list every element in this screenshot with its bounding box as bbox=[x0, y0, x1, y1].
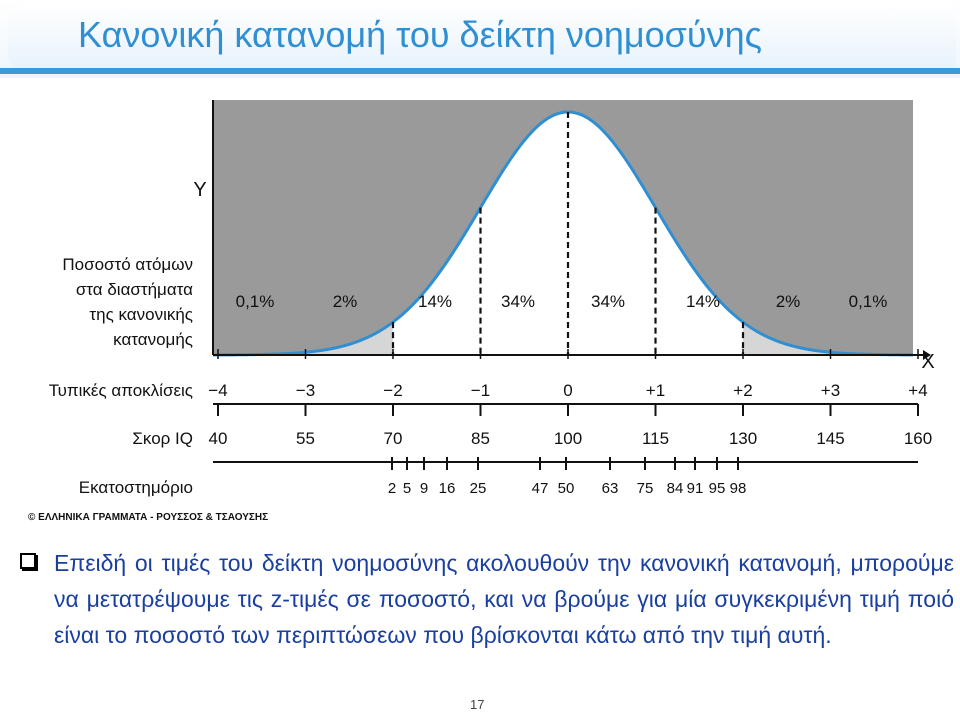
normal-curve bbox=[212, 110, 914, 357]
iq-tick-label: 40 bbox=[209, 429, 228, 448]
std-dev-label: Τυπικές αποκλίσεις bbox=[49, 381, 193, 400]
interval-percentage: 14% bbox=[686, 292, 720, 311]
percentile-tick-label: 5 bbox=[403, 480, 411, 497]
iq-tick-label: 85 bbox=[471, 429, 490, 448]
right-tail-shade bbox=[743, 322, 831, 355]
iq-tick-label: 145 bbox=[816, 429, 844, 448]
page-number: 17 bbox=[470, 697, 485, 712]
region-label-line: της κανονικής bbox=[89, 305, 193, 324]
figure-svg: Υ Χ Ποσοστό ατόμων στα διαστήματα της κανονι… bbox=[49, 100, 935, 497]
title-bar-fill bbox=[8, 4, 956, 72]
normal-distribution-figure: Υ Χ Ποσοστό ατόμων στα διαστήματα της κανονι… bbox=[15, 78, 953, 532]
title-bar bbox=[0, 0, 960, 78]
percentile-tick-label: 75 bbox=[637, 480, 654, 497]
iq-tick-label: 130 bbox=[729, 429, 757, 448]
std-dev-tick-label: −4 bbox=[208, 381, 227, 400]
interval-percentage: 0,1% bbox=[236, 292, 275, 311]
interval-percentage: 34% bbox=[591, 292, 625, 311]
interval-percentage: 2% bbox=[776, 292, 801, 311]
percentile-tick-label: 84 bbox=[667, 480, 684, 497]
region-label-line: Ποσοστό ατόμων bbox=[62, 255, 193, 274]
std-dev-tick-label: +4 bbox=[908, 381, 927, 400]
y-axis-label: Υ bbox=[193, 179, 206, 201]
percentile-tick-label: 95 bbox=[709, 480, 726, 497]
percentile-tick-label: 47 bbox=[532, 480, 549, 497]
bullet-text: Επειδή οι τιμές του δείκτη νοημοσύνης ακ… bbox=[54, 550, 954, 648]
percentile-label: Εκατοστημόριο bbox=[79, 478, 193, 497]
region-label-line: στα διαστήματα bbox=[76, 280, 193, 299]
std-dev-tick-label: −3 bbox=[296, 381, 315, 400]
checkbox-bullet-icon bbox=[20, 553, 36, 569]
percentile-tick-label: 9 bbox=[420, 480, 428, 497]
std-dev-tick-label: +2 bbox=[733, 381, 752, 400]
std-dev-tick-label: +1 bbox=[646, 381, 665, 400]
iq-tick-label: 100 bbox=[554, 429, 582, 448]
interval-percentage: 2% bbox=[333, 292, 358, 311]
copyright-text: © ΕΛΛΗΝΙΚΑ ΓΡΑΜΜΑΤΑ - ΡΟΥΣΣΟΣ & ΤΣΑΟΥΣΗΣ bbox=[28, 512, 269, 523]
std-dev-tick-label: −2 bbox=[383, 381, 402, 400]
percentile-tick-label: 25 bbox=[470, 480, 487, 497]
left-tail-shade bbox=[305, 322, 393, 355]
interval-percentage: 14% bbox=[418, 292, 452, 311]
region-label-line: κατανομής bbox=[113, 330, 193, 349]
percentile-tick-label: 16 bbox=[439, 480, 456, 497]
iq-label: Σκορ IQ bbox=[132, 429, 193, 448]
std-dev-tick-label: 0 bbox=[563, 381, 572, 400]
std-dev-tick-label: +3 bbox=[821, 381, 840, 400]
iq-tick-label: 160 bbox=[904, 429, 932, 448]
iq-tick-label: 70 bbox=[384, 429, 403, 448]
iq-tick-label: 115 bbox=[642, 429, 669, 448]
interval-percentage: 34% bbox=[501, 292, 535, 311]
title-bar-underline bbox=[0, 68, 960, 74]
percentile-tick-label: 91 bbox=[687, 480, 704, 497]
percentile-tick-label: 50 bbox=[558, 480, 575, 497]
std-dev-tick-label: −1 bbox=[471, 381, 490, 400]
percentile-tick-label: 98 bbox=[730, 480, 747, 497]
x-axis-arrow bbox=[923, 350, 931, 360]
area-under-curve bbox=[213, 112, 913, 355]
x-axis-label: Χ bbox=[921, 351, 934, 373]
interval-percentage: 0,1% bbox=[849, 292, 888, 311]
slide-title: Κανονική κατανομή του δείκτη νοημοσύνης bbox=[78, 14, 762, 55]
iq-tick-label: 55 bbox=[296, 429, 315, 448]
percentile-tick-label: 2 bbox=[388, 480, 396, 497]
percentile-tick-label: 63 bbox=[602, 480, 619, 497]
